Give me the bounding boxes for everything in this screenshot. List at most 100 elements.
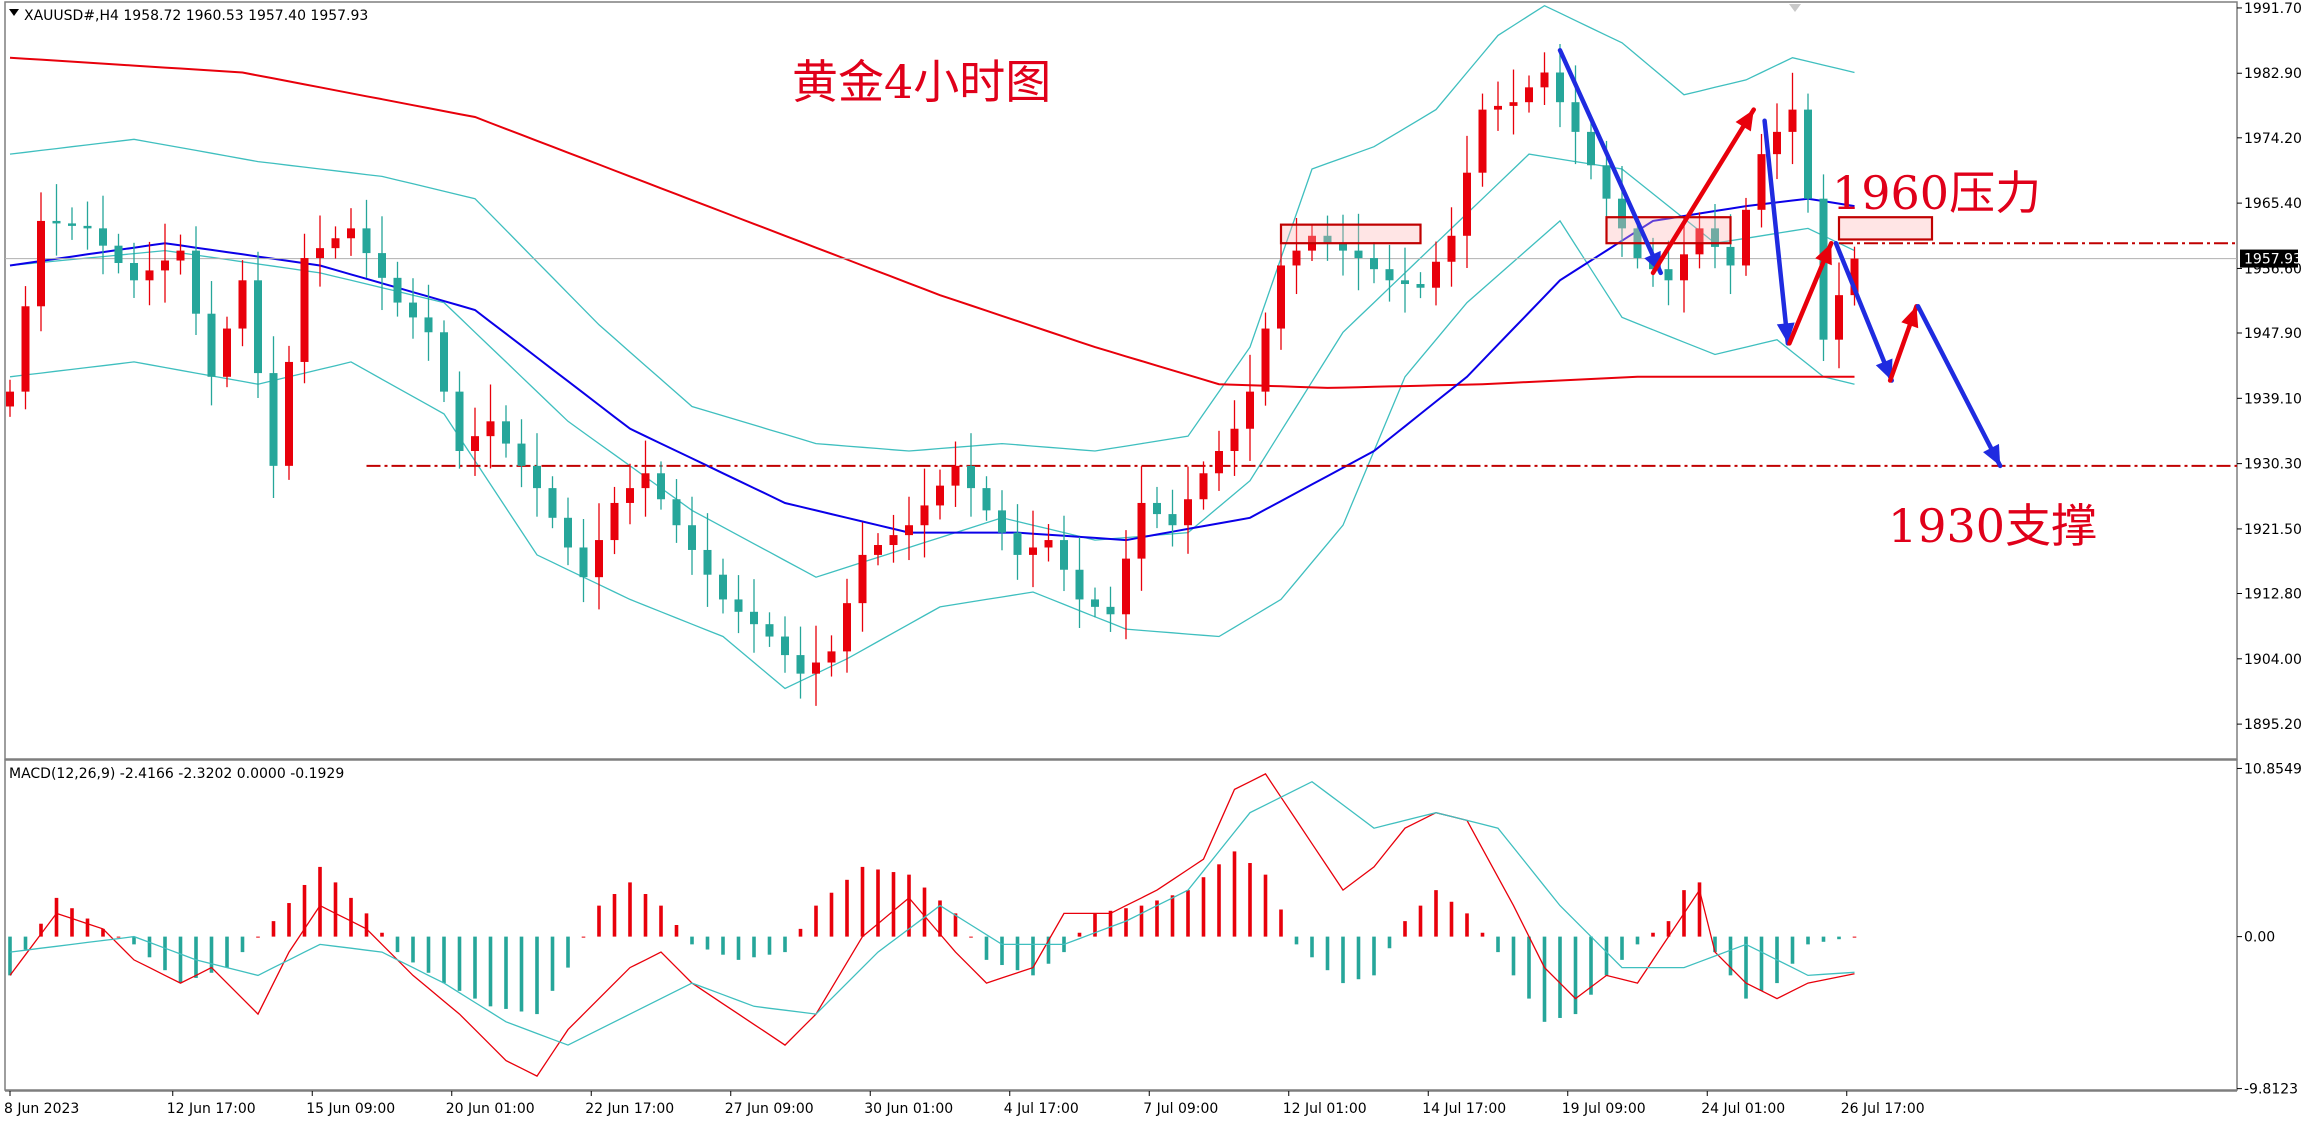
macd-histogram-bar xyxy=(752,936,756,958)
candle-body xyxy=(409,302,417,318)
candle-body xyxy=(595,540,603,578)
candle-body xyxy=(796,655,805,674)
macd-histogram-bar xyxy=(1806,936,1810,945)
candle-body xyxy=(1509,102,1518,106)
candle-body xyxy=(1819,198,1828,340)
macd-histogram-bar xyxy=(70,908,74,937)
candle-body xyxy=(1261,328,1270,392)
candle-body xyxy=(1618,198,1626,229)
macd-histogram-bar xyxy=(1263,874,1268,937)
candle-body xyxy=(83,225,92,229)
time-tick-label: 27 Jun 09:00 xyxy=(725,1101,814,1117)
candle-body xyxy=(1571,102,1580,132)
macd-histogram-bar xyxy=(860,866,865,937)
marked-zones xyxy=(1279,216,1934,245)
macd-histogram-bar xyxy=(1372,936,1376,976)
symbol-menu-icon[interactable] xyxy=(9,9,19,16)
candle-body xyxy=(874,545,882,555)
macd-histogram-bar xyxy=(1217,864,1221,937)
macd-histogram-bar xyxy=(597,905,601,937)
macd-histogram-bar xyxy=(1093,913,1097,937)
candle-body xyxy=(936,485,944,506)
candle-body xyxy=(1850,258,1859,296)
macd-tick-label: 0.00 xyxy=(2244,930,2275,946)
trend-arrow-shaft xyxy=(1833,240,1894,383)
macd-histogram-bar xyxy=(721,936,725,955)
macd-histogram-bar xyxy=(612,894,617,937)
candle-body xyxy=(471,436,479,452)
candle-body xyxy=(688,525,696,550)
macd-histogram-bar xyxy=(643,894,648,937)
price-tick-label: 1965.40 xyxy=(2244,196,2302,212)
candle-body xyxy=(1029,547,1037,555)
candle-body xyxy=(362,228,371,254)
macd-histogram-bar xyxy=(54,897,59,937)
candle-body xyxy=(765,624,774,637)
macd-histogram-bar xyxy=(1651,932,1655,937)
macd-histogram-bar xyxy=(8,936,12,976)
support-annotation: 1930支撑 xyxy=(1888,499,2097,553)
candle-body xyxy=(192,250,200,314)
candle-body xyxy=(827,651,836,663)
macd-histogram-bar xyxy=(907,874,911,937)
macd-histogram-bar xyxy=(581,936,586,938)
time-axis: 8 Jun 2023 12 Jun 17:00 15 Jun 09:00 20 Jun… xyxy=(4,1091,1925,1117)
candle-body xyxy=(37,220,45,307)
candle-body xyxy=(393,277,402,303)
candle-body xyxy=(1726,246,1735,266)
candle-body xyxy=(734,599,743,612)
macd-histogram-bar xyxy=(39,923,43,937)
candle-body xyxy=(68,223,76,226)
candle-body xyxy=(1494,105,1502,110)
candle-body xyxy=(1091,599,1099,607)
macd-histogram-bar xyxy=(1465,913,1469,937)
macd-histogram-bar xyxy=(1124,908,1128,937)
macd-histogram-bar xyxy=(1620,936,1624,960)
macd-histogram-bar xyxy=(674,925,679,937)
macd-histogram-bar xyxy=(1403,921,1407,937)
candle-body xyxy=(905,525,913,536)
macd-histogram-bar xyxy=(473,936,477,999)
price-tick-label: 1974.20 xyxy=(2244,131,2302,147)
candle-body xyxy=(1168,514,1177,526)
macd-histogram-bar xyxy=(922,887,927,937)
price-tick-label: 1947.90 xyxy=(2244,326,2302,342)
price-tick-label: 1921.50 xyxy=(2244,522,2302,538)
candle-body xyxy=(1556,72,1564,103)
scroll-marker-icon[interactable] xyxy=(1789,4,1801,12)
macd-histogram-bar xyxy=(163,936,167,971)
macd-histogram-bar xyxy=(1449,901,1454,937)
band-middle-line xyxy=(9,153,1855,578)
macd-histogram-bar xyxy=(240,936,245,953)
macd-tick-label: 10.8549 xyxy=(2244,761,2302,777)
macd-histogram-bar xyxy=(504,936,508,1009)
macd-histogram-bar xyxy=(659,905,663,937)
candle-body xyxy=(1184,499,1192,526)
candle-body xyxy=(858,554,867,604)
macd-histogram-bar xyxy=(349,897,353,937)
candle-body xyxy=(1106,606,1115,615)
candle-body xyxy=(672,499,681,526)
candle-body xyxy=(1075,569,1084,600)
macd-histogram-bar xyxy=(1046,936,1051,964)
time-tick-label: 24 Jul 01:00 xyxy=(1701,1101,1785,1117)
candle-body xyxy=(982,488,991,511)
macd-histogram-bar xyxy=(1759,936,1764,991)
candle-body xyxy=(285,361,293,466)
trend-arrow-head xyxy=(1983,443,2001,466)
macd-histogram-bar xyxy=(550,936,555,991)
macd-histogram-bar xyxy=(101,928,105,937)
candle-body xyxy=(1463,172,1471,236)
candle-body xyxy=(951,465,960,486)
macd-histogram-bar xyxy=(1821,936,1826,942)
macd-tick-label: -9.8123 xyxy=(2244,1082,2298,1098)
candle-body xyxy=(238,280,247,329)
trend-arrow-shaft xyxy=(1915,304,2003,469)
macd-histogram-bar xyxy=(1480,932,1485,937)
candle-body xyxy=(1153,502,1161,515)
macd-histogram-bar xyxy=(1573,936,1578,1015)
candle-body xyxy=(998,510,1006,533)
candle-body xyxy=(1013,532,1022,555)
trend-arrow-head xyxy=(1735,109,1754,132)
macd-histogram-bar xyxy=(256,936,260,938)
